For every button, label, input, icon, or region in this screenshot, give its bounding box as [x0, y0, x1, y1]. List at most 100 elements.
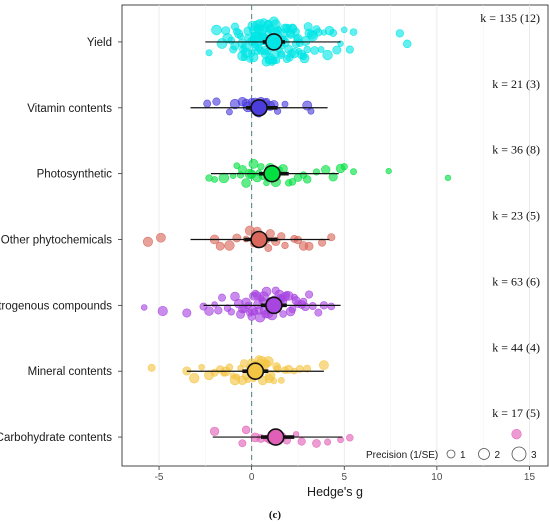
effect-point	[324, 438, 332, 446]
effect-point	[247, 169, 257, 179]
effect-point	[214, 306, 223, 315]
effect-point	[293, 34, 301, 43]
category-label: Mineral contents	[28, 366, 113, 378]
category-row: Yield k = 135 (12)	[87, 11, 540, 67]
effect-point	[277, 232, 286, 241]
effect-point	[189, 373, 200, 384]
effect-point	[203, 99, 212, 108]
effect-point	[248, 52, 259, 63]
effect-point	[212, 97, 221, 106]
mean-estimate	[250, 98, 268, 117]
effect-point	[270, 19, 281, 30]
effect-point	[205, 49, 213, 57]
effect-point	[346, 434, 354, 442]
effect-point	[234, 29, 244, 39]
effect-point	[310, 46, 319, 55]
x-tick-label: 5	[341, 472, 347, 483]
effect-point	[332, 45, 342, 55]
mean-estimate	[265, 296, 283, 315]
effect-point	[329, 29, 338, 37]
effect-point	[205, 174, 213, 182]
effect-point	[295, 47, 303, 55]
effect-point	[253, 23, 263, 34]
effect-point	[299, 53, 310, 64]
effect-point	[292, 27, 300, 36]
mean-estimate	[246, 362, 265, 381]
mean-estimate	[250, 230, 268, 249]
effect-point	[251, 40, 260, 49]
effect-point	[511, 428, 522, 440]
category-row: Carbohydrate contents k = 17 (5)	[0, 406, 540, 448]
effect-point	[226, 108, 233, 116]
effect-point	[230, 22, 239, 31]
effect-point	[340, 163, 348, 171]
effect-point	[221, 26, 231, 36]
k-label: k = 36 (8)	[492, 143, 540, 157]
effect-point	[277, 50, 286, 59]
effect-point	[233, 162, 241, 170]
effect-point	[291, 296, 301, 306]
category-row: Photosynthetic k = 36 (8)	[37, 143, 540, 188]
effect-point	[211, 176, 218, 183]
effect-point	[227, 308, 235, 316]
category-label: Nitrogenous compounds	[0, 300, 112, 312]
effect-point	[248, 158, 259, 169]
mean-estimate	[266, 428, 285, 446]
x-tick-label: 15	[524, 472, 536, 483]
category-rows: Yield k = 135 (12) Vitamin contents k = 21 …	[0, 11, 540, 448]
effect-point	[340, 26, 348, 34]
effect-point	[215, 241, 225, 251]
effect-point	[395, 29, 404, 38]
effect-point	[241, 178, 251, 188]
effect-point	[402, 39, 412, 49]
mean-estimate	[263, 164, 281, 183]
legend-size-circle	[511, 446, 527, 462]
effect-point	[322, 49, 333, 61]
effect-point	[264, 374, 274, 384]
effect-point	[204, 306, 214, 316]
effect-point	[303, 22, 313, 32]
effect-point	[303, 45, 311, 54]
category-row: Mineral contents k = 44 (4)	[28, 340, 540, 386]
x-tick-label: 0	[249, 472, 255, 483]
effect-point	[349, 28, 358, 36]
effect-point	[229, 374, 241, 386]
legend-size-label: 1	[460, 450, 466, 461]
panel-label: (c)	[269, 509, 282, 521]
legend-size-circle	[478, 448, 490, 460]
x-tick-label: 10	[431, 472, 443, 483]
x-tick-label: -5	[155, 472, 164, 483]
effect-point	[241, 425, 251, 435]
effect-point	[236, 171, 245, 179]
effect-point	[147, 363, 156, 372]
effect-point	[312, 439, 321, 448]
effect-point	[308, 302, 317, 310]
effect-point	[277, 376, 285, 384]
effect-point	[229, 172, 237, 179]
category-label: Other phytochemicals	[1, 235, 112, 247]
effect-point	[328, 172, 338, 182]
category-label: Carbohydrate contents	[0, 432, 112, 444]
x-axis-label: Hedge's g	[307, 485, 363, 499]
effect-point	[304, 241, 314, 251]
effect-point	[156, 232, 166, 243]
effect-point	[258, 291, 269, 302]
category-label: Yield	[87, 37, 112, 49]
effect-point	[239, 45, 248, 54]
category-label: Photosynthetic	[37, 169, 113, 181]
effect-point	[211, 24, 222, 36]
effect-point	[303, 175, 312, 184]
legend-title: Precision (1/SE)	[366, 450, 438, 461]
effect-point	[209, 426, 220, 436]
effect-point	[305, 290, 314, 299]
legend-size-label: 2	[495, 450, 501, 461]
x-axis: -5 0 5 10 15	[155, 466, 536, 483]
effect-point	[264, 19, 273, 28]
effect-point	[319, 360, 329, 371]
effect-point	[281, 100, 289, 108]
effect-point	[303, 364, 312, 373]
effect-point	[261, 310, 270, 319]
effect-point	[299, 297, 308, 306]
k-label: k = 21 (3)	[492, 77, 540, 91]
